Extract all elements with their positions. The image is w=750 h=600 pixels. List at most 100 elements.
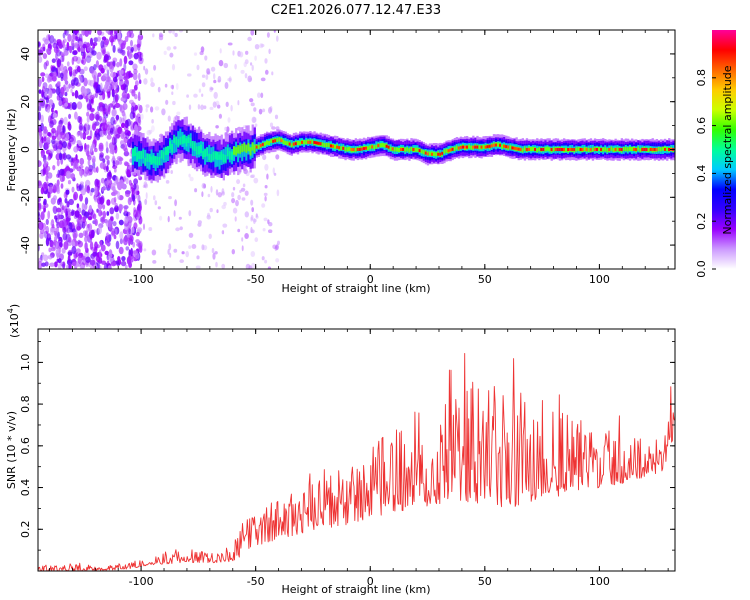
spectrogram-ridge-cell [196,146,198,154]
y-tick-label: 0.8 [19,395,32,413]
spectrogram-noise-speck [44,184,49,189]
spectrogram-ridge-cell [161,150,163,158]
y-tick-label: 0 [19,146,32,153]
spectrogram-noise-speck [171,85,174,90]
spectrogram-noise-speck [56,139,59,147]
spectrogram-noise-speck [251,207,254,212]
spectrogram-noise-speck [109,207,114,214]
spectrogram-noise-speck [138,241,143,249]
spectrogram-noise-speck [203,245,208,250]
spectrogram-ridge-cell [250,147,252,155]
spectrogram-noise-speck [68,114,71,119]
spectrogram-noise-speck [252,117,257,123]
spectrogram-noise-speck [250,230,254,233]
spectrogram-noise-speck [93,64,96,70]
spectrogram-noise-speck [107,235,110,244]
spectrogram-noise-speck [239,52,243,58]
spectrogram-noise-speck [213,80,216,84]
spectrogram-noise-speck [265,185,268,188]
spectrogram-noise-speck [60,262,65,267]
spectrogram-noise-speck [50,228,54,235]
spectrogram-ridge-cell [217,152,219,160]
spectrogram-noise-speck [267,32,270,38]
colorbar-tick-label: 0.0 [695,260,708,278]
spectrogram-ridge-cell [311,140,313,144]
spectrogram-noise-speck [52,165,55,170]
spectrogram-noise-speck [105,251,109,255]
spectrogram-ridge-cell [299,141,301,145]
spectrogram-noise-speck [73,192,78,201]
spectrogram-ridge-cell [532,147,534,151]
spectrogram-noise-speck [113,221,117,226]
spectrogram-noise-speck [68,123,72,131]
spectrogram-noise-speck [86,55,91,63]
spectrogram-noise-speck [109,251,112,256]
spectrogram-ridge-cell [536,148,538,152]
spectrogram-noise-speck [241,70,245,74]
spectrogram-ridge-cell [233,146,235,154]
spectrogram-ridge-cell [553,147,555,151]
spectrogram-noise-speck [92,252,96,257]
spectrogram-ridge-cell [334,145,336,149]
spectrogram-noise-speck [134,53,139,60]
spectrogram-noise-speck [65,84,68,89]
spectrogram-noise-speck [144,199,147,205]
spectrogram-noise-speck [224,63,229,68]
spectrogram-noise-speck [71,209,74,216]
spectrogram-noise-speck [253,218,256,224]
spectrogram-noise-speck [43,129,48,134]
spectrogram-noise-speck [275,154,279,159]
spectrogram-noise-speck [150,106,153,112]
spectrogram-noise-speck [112,101,115,109]
spectrogram-noise-speck [244,233,249,239]
spectrogram-noise-speck [74,112,78,120]
spectrogram-noise-speck [255,124,258,127]
spectrogram-noise-speck [242,197,246,200]
spectrogram-ridge-cell [190,138,192,146]
spectrogram-noise-speck [86,98,88,103]
spectrogram-noise-speck [54,231,57,236]
spectrogram-noise-speck [237,195,241,200]
spectrogram-ridge-cell [662,147,664,151]
spectrogram-noise-speck [126,46,131,50]
spectrogram-noise-speck [62,141,67,148]
spectrogram-noise-speck [71,246,76,254]
spectrogram-noise-speck [222,224,227,228]
x-tick-label: -50 [247,273,265,286]
spectrogram-noise-speck [102,107,105,116]
spectrogram-noise-speck [237,229,240,233]
spectrogram-noise-speck [198,104,200,110]
spectrogram-ridge-cell [239,145,241,153]
spectrogram-noise-speck [264,193,268,196]
spectrogram-noise-speck [97,244,100,248]
spectrogram-noise-speck [67,34,71,42]
spectrogram-ridge-cell [501,145,503,149]
spectrogram-ridge-cell [468,145,470,149]
spectrogram-noise-speck [234,64,237,70]
spectrogram-noise-speck [83,78,87,87]
spectrogram-noise-speck [262,155,266,161]
spectrogram-noise-speck [115,203,118,208]
spectrogram-noise-speck [226,102,229,107]
spectrogram-ridge-cell [509,145,511,149]
spectrogram-noise-speck [66,154,71,159]
spectrogram-noise-speck [66,211,69,216]
spectrogram-noise-speck [91,188,95,193]
spectrogram-noise-speck [117,32,121,39]
spectrogram-noise-speck [49,121,54,127]
spectrogram-noise-speck [260,93,263,99]
spectrogram-noise-speck [221,264,225,269]
spectrogram-noise-speck [92,70,97,79]
spectrogram-ridge-cell [547,147,549,151]
spectrogram-ridge-cell [148,154,150,162]
spectrogram-noise-speck [57,232,60,239]
spectrogram-ridge-cell [456,145,458,149]
spectrogram-ridge-cell [212,152,214,160]
spectrogram-noise-speck [221,231,223,234]
spectrogram-noise-speck [106,29,110,34]
spectrogram-noise-speck [127,256,131,264]
spectrogram-ridge-cell [140,151,142,159]
spectrogram-noise-speck [39,89,42,94]
spectrogram-noise-speck [233,208,237,214]
spectrogram-noise-speck [102,204,105,209]
